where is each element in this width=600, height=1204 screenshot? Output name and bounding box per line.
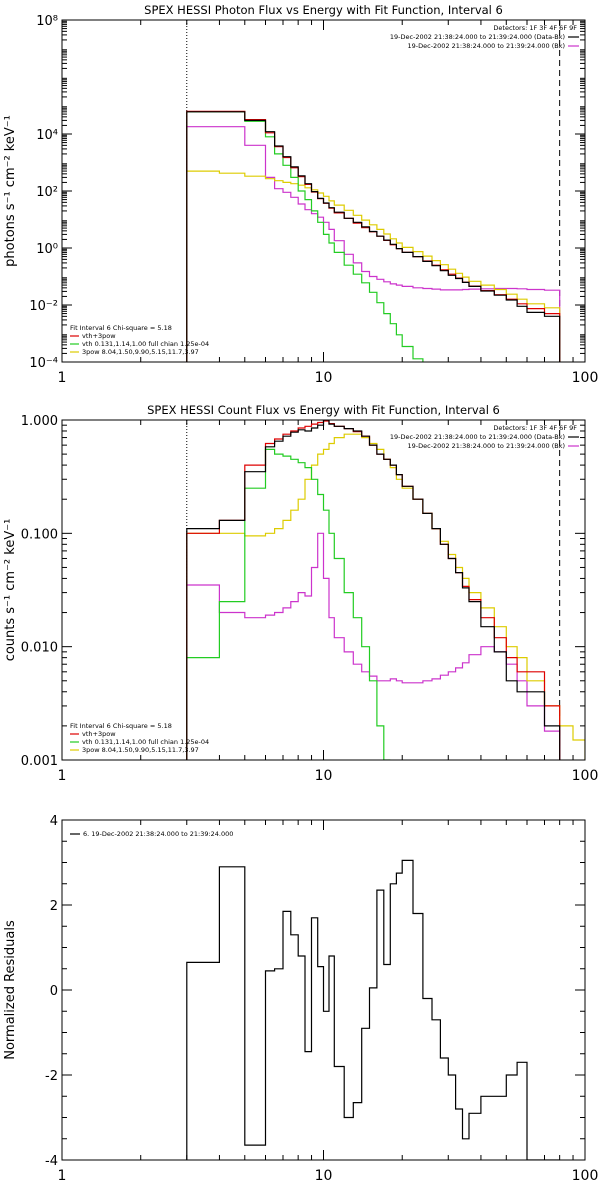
y-tick-label: 10⁰ <box>36 242 58 257</box>
plot-area <box>186 420 585 760</box>
y-tick-label: 0.001 <box>21 754 58 769</box>
plot-frame <box>61 19 586 363</box>
series-vth-3pow <box>186 420 561 760</box>
plot-area <box>186 859 560 1160</box>
series-bk <box>186 126 561 362</box>
y-tick-label: 0.100 <box>21 527 58 542</box>
x-tick-label: 100 <box>572 370 599 386</box>
y-tick-label: 0.010 <box>21 641 58 656</box>
y-tick-label: 4 <box>50 814 58 829</box>
series-3pow <box>186 433 585 760</box>
series-data-bk <box>186 111 561 362</box>
chart-panel-3: Normalized Residuals 1 10 100 -4 -2 0 2 4 6. 19-D… <box>3 814 598 1184</box>
chart-title: SPEX HESSI Photon Flux vs Energy with Fi… <box>144 3 503 17</box>
y-tick-label: 10⁻² <box>29 299 58 314</box>
series-vth-3pow <box>186 110 561 362</box>
y-tick-label: -4 <box>45 1154 58 1169</box>
x-tick-label: 1 <box>58 370 67 386</box>
y-tick-label: -2 <box>45 1069 58 1084</box>
chart-panel-2: SPEX HESSI Count Flux vs Energy with Fit… <box>3 403 598 784</box>
series-3pow <box>186 170 561 362</box>
y-tick-label: 10⁴ <box>36 128 58 143</box>
series-bk <box>186 532 561 760</box>
series-series <box>186 859 560 1160</box>
series-vth <box>186 111 424 362</box>
y-axis-label: photons s⁻¹ cm⁻² keV⁻¹ <box>3 115 18 267</box>
legend-entry-text: 19-Dec-2002 21:38:24.000 to 21:39:24.000… <box>390 433 565 441</box>
legend-entry-text: 19-Dec-2002 21:38:24.000 to 21:39:24.000… <box>408 442 566 450</box>
fit-legend-header: Fit Interval 6 Chi-square = 5.18 <box>70 722 172 730</box>
x-tick-label: 10 <box>315 768 333 784</box>
legend-detectors: Detectors: 1F 3F 4F 6F 9F <box>493 24 577 32</box>
series-data-bk <box>186 420 561 760</box>
plot-area <box>186 110 561 362</box>
legend-entry-text: 6. 19-Dec-2002 21:38:24.000 to 21:39:24.… <box>83 830 233 838</box>
chart-panel-1: SPEX HESSI Photon Flux vs Energy with Fi… <box>3 3 598 386</box>
plot-frame <box>61 819 586 1161</box>
plot-frame <box>61 419 586 761</box>
y-axis-label: Normalized Residuals <box>3 920 18 1060</box>
x-tick-label: 10 <box>315 370 333 386</box>
y-tick-label: 1.000 <box>21 414 58 429</box>
x-tick-label: 100 <box>572 768 599 784</box>
y-tick-label: 10⁻⁴ <box>29 356 58 371</box>
y-tick-label: 10⁸ <box>36 14 58 29</box>
legend-entry-text: 19-Dec-2002 21:38:24.000 to 21:39:24.000… <box>390 33 565 41</box>
legend-detectors: Detectors: 1F 3F 4F 6F 9F <box>493 424 577 432</box>
fit-legend-text: vth 0.131,1.14,1.00 full chian 1.25e-04 <box>82 340 209 348</box>
fit-legend-text: vth+3pow <box>82 730 116 738</box>
x-tick-label: 100 <box>572 1168 599 1184</box>
y-axis-label: counts s⁻¹ cm⁻² keV⁻¹ <box>3 519 18 662</box>
x-tick-label: 1 <box>58 1168 67 1184</box>
fit-legend-header: Fit Interval 6 Chi-square = 5.18 <box>70 324 172 332</box>
x-tick-label: 1 <box>58 768 67 784</box>
series-vth <box>186 448 391 760</box>
y-tick-label: 0 <box>50 984 58 999</box>
x-tick-label: 10 <box>315 1168 333 1184</box>
fit-legend-text: 3pow 8.04,1.50,9.90,5.15,11.7,3.97 <box>82 348 199 356</box>
chart-title: SPEX HESSI Count Flux vs Energy with Fit… <box>147 403 500 417</box>
fit-legend-text: vth 0.131,1.14,1.00 full chian 1.25e-04 <box>82 738 209 746</box>
fit-legend-text: 3pow 8.04,1.50,9.90,5.15,11.7,3.97 <box>82 746 199 754</box>
y-tick-label: 10² <box>36 185 58 200</box>
y-tick-label: 2 <box>50 899 58 914</box>
legend-entry-text: 19-Dec-2002 21:38:24.000 to 21:39:24.000… <box>408 42 566 50</box>
fit-legend-text: vth+3pow <box>82 332 116 340</box>
